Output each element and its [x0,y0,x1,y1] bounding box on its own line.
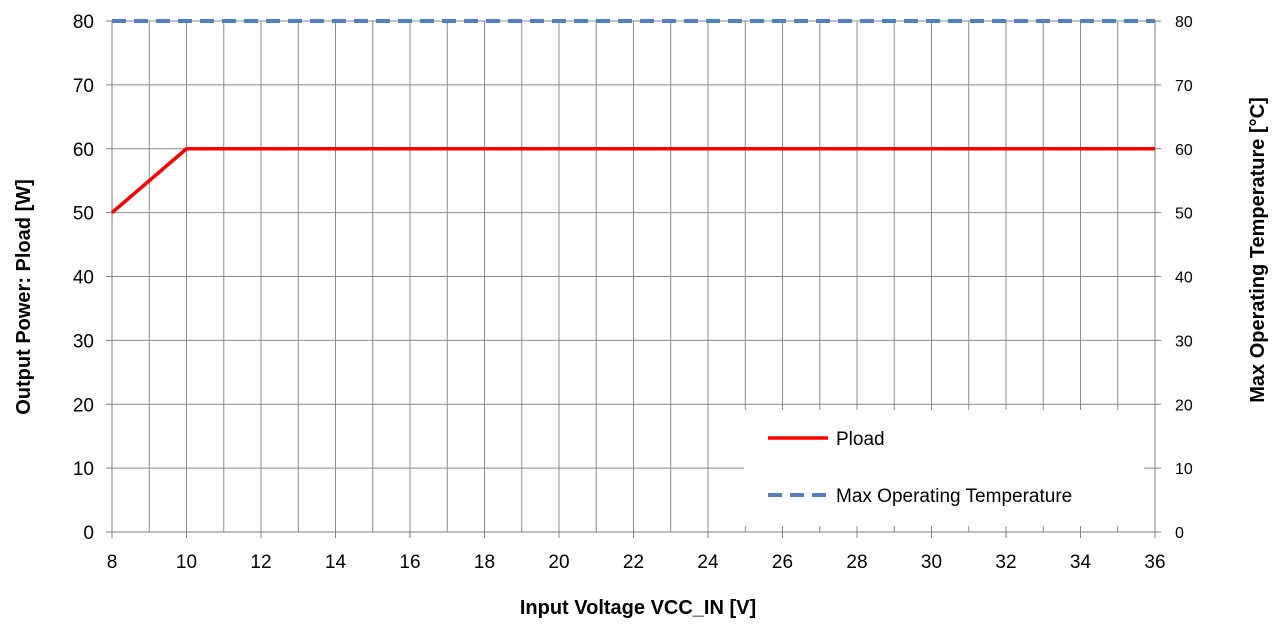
x-tick-label: 16 [399,552,420,573]
y-tick-label-left: 0 [83,523,94,544]
x-tick-label: 30 [921,552,942,573]
y-tick-label-right: 50 [1175,206,1193,223]
x-tick-label: 12 [250,552,271,573]
legend-box [744,410,1144,526]
x-tick-label: 34 [1070,552,1092,573]
y-tick-label-right: 10 [1175,461,1193,478]
x-tick-label: 18 [474,552,495,573]
x-tick-label: 8 [107,552,118,573]
y-tick-label-left: 60 [73,140,94,161]
x-tick-label: 10 [176,552,197,573]
legend: Pload Max Operating Temperature [744,410,1144,526]
x-tick-label: 14 [325,552,347,573]
axis-titles: Input Voltage VCC_IN [V] Output Power: P… [13,97,1269,619]
y-tick-label-left: 70 [73,76,94,97]
x-axis-title: Input Voltage VCC_IN [V] [520,597,756,619]
x-tick-label: 20 [548,552,569,573]
legend-label: Max Operating Temperature [836,486,1072,507]
legend-label: Pload [836,429,885,450]
y-tick-label-left: 80 [73,12,94,33]
x-tick-label: 24 [697,552,719,573]
series-line-pload [110,147,1155,214]
y-tick-label-right: 40 [1175,270,1193,287]
y-tick-label-left: 40 [73,268,94,289]
y-tick-label-right: 20 [1175,397,1193,414]
x-tick-label: 28 [846,552,867,573]
x-tick-label: 36 [1144,552,1165,573]
y-tick-label-left: 30 [73,331,94,352]
y-axis-title-right: Max Operating Temperature [°C] [1247,97,1269,402]
y-tick-label-left: 10 [73,459,94,480]
y-axis-title-left: Output Power: Pload [W] [13,179,35,415]
y-tick-label-right: 70 [1175,78,1193,95]
tick-labels: 0 10 20 30 40 50 60 70 80 0 10 20 30 40 50 60 70 80 8 10 12 1… [73,12,1193,573]
y-tick-label-left: 20 [73,395,94,416]
x-tick-label: 26 [772,552,793,573]
x-tick-label: 32 [995,552,1016,573]
y-tick-label-right: 0 [1175,525,1184,542]
y-tick-label-left: 50 [73,204,94,225]
series-lines [110,19,1155,214]
y-tick-label-right: 30 [1175,333,1193,350]
axes [106,20,1161,538]
x-tick-label: 22 [623,552,644,573]
y-tick-label-right: 60 [1175,142,1193,159]
y-tick-label-right: 80 [1175,14,1193,31]
